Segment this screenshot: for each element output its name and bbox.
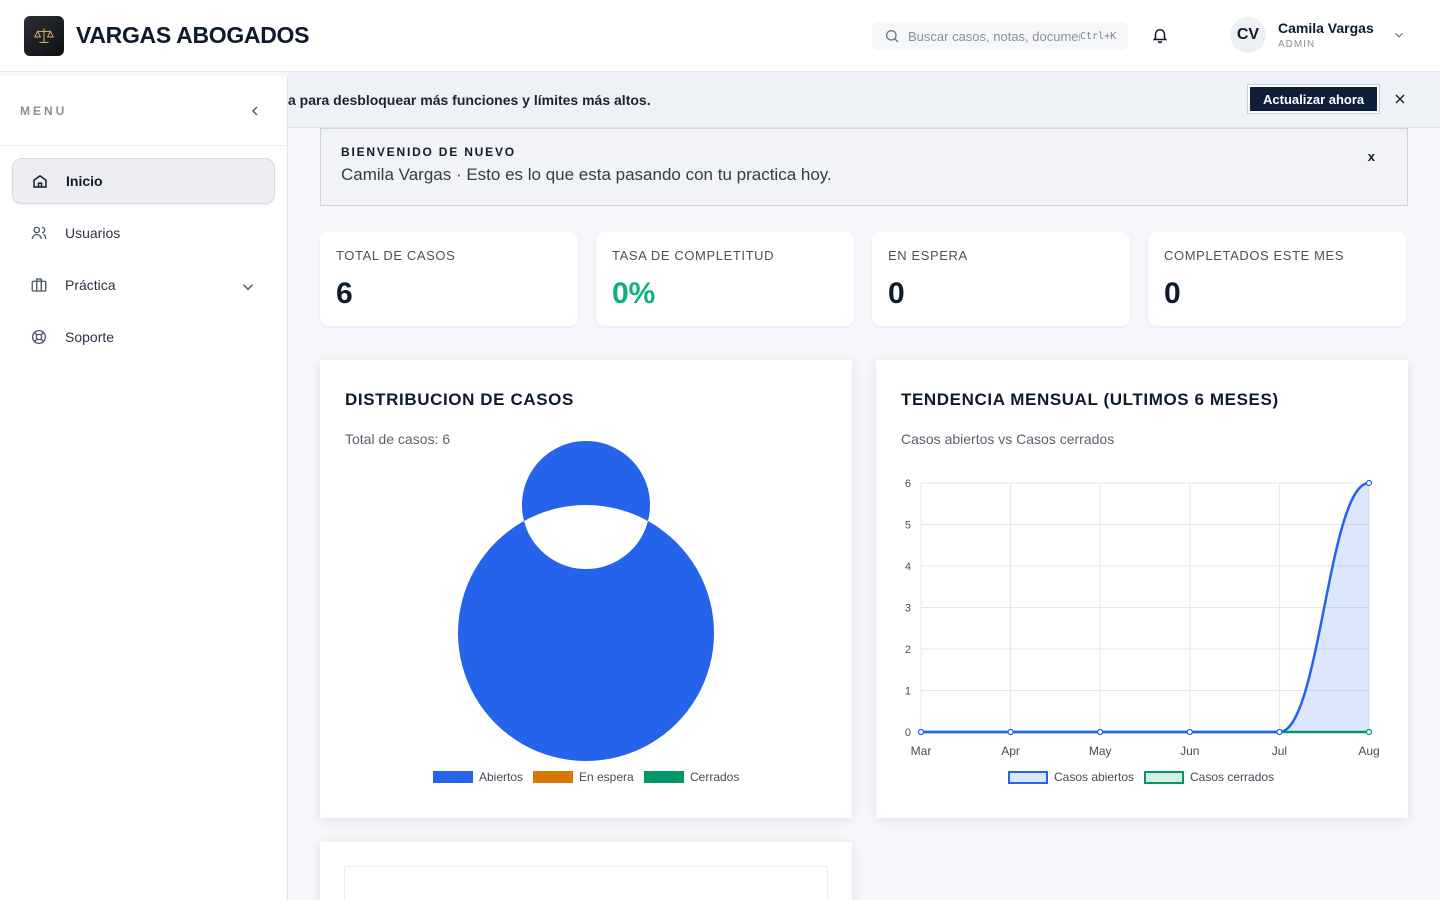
user-menu[interactable]: CV Camila Vargas ADMIN	[1230, 17, 1406, 53]
x-tick-label: Jun	[1180, 744, 1199, 758]
case-distribution-card: DISTRIBUCION DE CASOS Total de casos: 6 …	[320, 360, 852, 818]
stat-value: 0	[888, 277, 905, 310]
search-icon	[886, 30, 899, 43]
data-point[interactable]	[1186, 728, 1193, 736]
y-tick-label: 4	[905, 561, 911, 573]
legend-swatch	[644, 771, 684, 783]
stat-value: 6	[336, 277, 353, 310]
search-box[interactable]: Ctrl+K	[872, 22, 1128, 50]
sidebar-item-usuarios[interactable]: Usuarios	[12, 210, 275, 256]
legend-label: En espera	[579, 770, 634, 784]
lifebuoy-icon	[31, 329, 47, 345]
x-tick-label: Apr	[1001, 744, 1020, 758]
stat-label: COMPLETADOS ESTE MES	[1164, 248, 1345, 263]
legend-swatch	[433, 771, 473, 783]
stat-card-total-casos: TOTAL DE CASOS 6	[320, 232, 578, 326]
data-point[interactable]	[1365, 728, 1373, 736]
legend-item[interactable]: En espera	[533, 770, 634, 784]
brand-name: VARGAS ABOGADOS	[76, 22, 310, 48]
card-subtitle: Total de casos: 6	[345, 431, 451, 447]
x-tick-label: Mar	[911, 744, 932, 758]
upgrade-banner-text: a para desbloquear más funciones y límit…	[288, 91, 651, 108]
welcome-kicker: BIENVENIDO DE NUEVO	[341, 145, 516, 159]
monthly-trend-card: TENDENCIA MENSUAL (ULTIMOS 6 MESES) Caso…	[876, 360, 1408, 818]
legend-label: Casos abiertos	[1054, 770, 1135, 784]
card-subtitle: Casos abiertos vs Casos cerrados	[901, 431, 1115, 447]
sidebar: MENU Inicio Usuarios Práctica Soporte	[0, 76, 288, 900]
y-tick-label: 1	[905, 686, 911, 698]
legend-item[interactable]: Casos abiertos	[1008, 770, 1134, 784]
y-tick-label: 6	[905, 478, 911, 490]
welcome-banner: BIENVENIDO DE NUEVO Camila Vargas · Esto…	[320, 128, 1408, 206]
sidebar-item-label: Inicio	[66, 173, 103, 189]
card-title: DISTRIBUCION DE CASOS	[345, 390, 574, 409]
stat-card-completados-mes: COMPLETADOS ESTE MES 0	[1148, 232, 1406, 326]
next-card-inner	[344, 866, 828, 900]
y-tick-label: 3	[905, 603, 911, 615]
chevron-down-icon	[242, 284, 254, 291]
sidebar-nav: Inicio Usuarios Práctica Soporte	[0, 146, 287, 360]
legend-label: Casos cerrados	[1190, 770, 1275, 784]
data-point[interactable]	[1097, 728, 1104, 736]
next-card	[320, 842, 852, 900]
y-tick-label: 2	[905, 644, 911, 656]
x-tick-label: May	[1089, 744, 1112, 758]
users-icon	[31, 226, 47, 240]
notifications-button[interactable]	[1150, 25, 1170, 45]
data-point[interactable]	[1276, 728, 1283, 736]
welcome-message: Camila Vargas · Esto es lo que esta pasa…	[341, 165, 832, 184]
scales-of-justice-logo	[24, 15, 64, 56]
home-icon	[33, 174, 47, 188]
legend-item[interactable]: Cerrados	[644, 770, 739, 784]
data-point[interactable]	[1007, 728, 1014, 736]
menu-title: MENU	[20, 103, 68, 118]
legend-item[interactable]: Abiertos	[433, 770, 523, 784]
stat-card-tasa-completitud: TASA DE COMPLETITUD 0%	[596, 232, 854, 326]
card-title: TENDENCIA MENSUAL (ULTIMOS 6 MESES)	[901, 390, 1279, 409]
line-chart: 0 1 2 3 4 5 6 Mar Apr May Jun Jul Aug	[905, 478, 1380, 758]
legend-item[interactable]: Casos cerrados	[1144, 770, 1274, 784]
stat-label: TOTAL DE CASOS	[336, 248, 456, 263]
y-tick-label: 5	[905, 520, 911, 532]
user-role: ADMIN	[1278, 39, 1316, 50]
data-point[interactable]	[1365, 479, 1373, 487]
sidebar-item-soporte[interactable]: Soporte	[12, 314, 275, 360]
top-bar: VARGAS ABOGADOS Ctrl+K CV Camila Vargas …	[0, 0, 1440, 72]
sidebar-item-practica[interactable]: Práctica	[12, 262, 275, 308]
donut-chart	[457, 441, 714, 762]
stat-value: 0	[1164, 277, 1181, 310]
series-area	[921, 483, 1369, 732]
brand[interactable]: VARGAS ABOGADOS	[24, 15, 310, 56]
welcome-close-button[interactable]: x	[1367, 149, 1375, 164]
x-tick-label: Aug	[1358, 744, 1379, 758]
close-icon[interactable]	[1392, 91, 1408, 107]
sidebar-item-label: Usuarios	[65, 225, 121, 241]
sidebar-item-inicio[interactable]: Inicio	[12, 158, 275, 204]
x-tick-label: Jul	[1272, 744, 1287, 758]
stat-label: TASA DE COMPLETITUD	[612, 248, 775, 263]
upgrade-banner: a para desbloquear más funciones y límit…	[288, 72, 1440, 128]
briefcase-icon	[31, 278, 47, 292]
sidebar-item-label: Soporte	[65, 329, 115, 345]
bell-icon	[1152, 29, 1168, 44]
upgrade-now-button[interactable]: Actualizar ahora	[1248, 85, 1380, 113]
sidebar-item-label: Práctica	[65, 277, 116, 293]
legend-label: Abiertos	[479, 770, 524, 784]
data-point[interactable]	[917, 728, 925, 736]
user-name: Camila Vargas	[1278, 20, 1374, 36]
legend-swatch	[533, 771, 573, 783]
stat-value: 0%	[612, 277, 656, 310]
legend-swatch	[1144, 770, 1184, 784]
search-input[interactable]	[908, 28, 1080, 44]
avatar: CV	[1230, 17, 1266, 53]
stat-card-en-espera: EN ESPERA 0	[872, 232, 1130, 326]
chevron-down-icon	[1394, 32, 1403, 38]
y-tick-label: 0	[905, 727, 911, 739]
legend-swatch	[1008, 770, 1048, 784]
legend-label: Cerrados	[690, 770, 740, 784]
donut-slice-abiertos[interactable]	[457, 441, 714, 762]
stat-label: EN ESPERA	[888, 248, 968, 263]
search-shortcut: Ctrl+K	[1080, 30, 1117, 42]
collapse-sidebar-icon[interactable]	[247, 103, 263, 119]
